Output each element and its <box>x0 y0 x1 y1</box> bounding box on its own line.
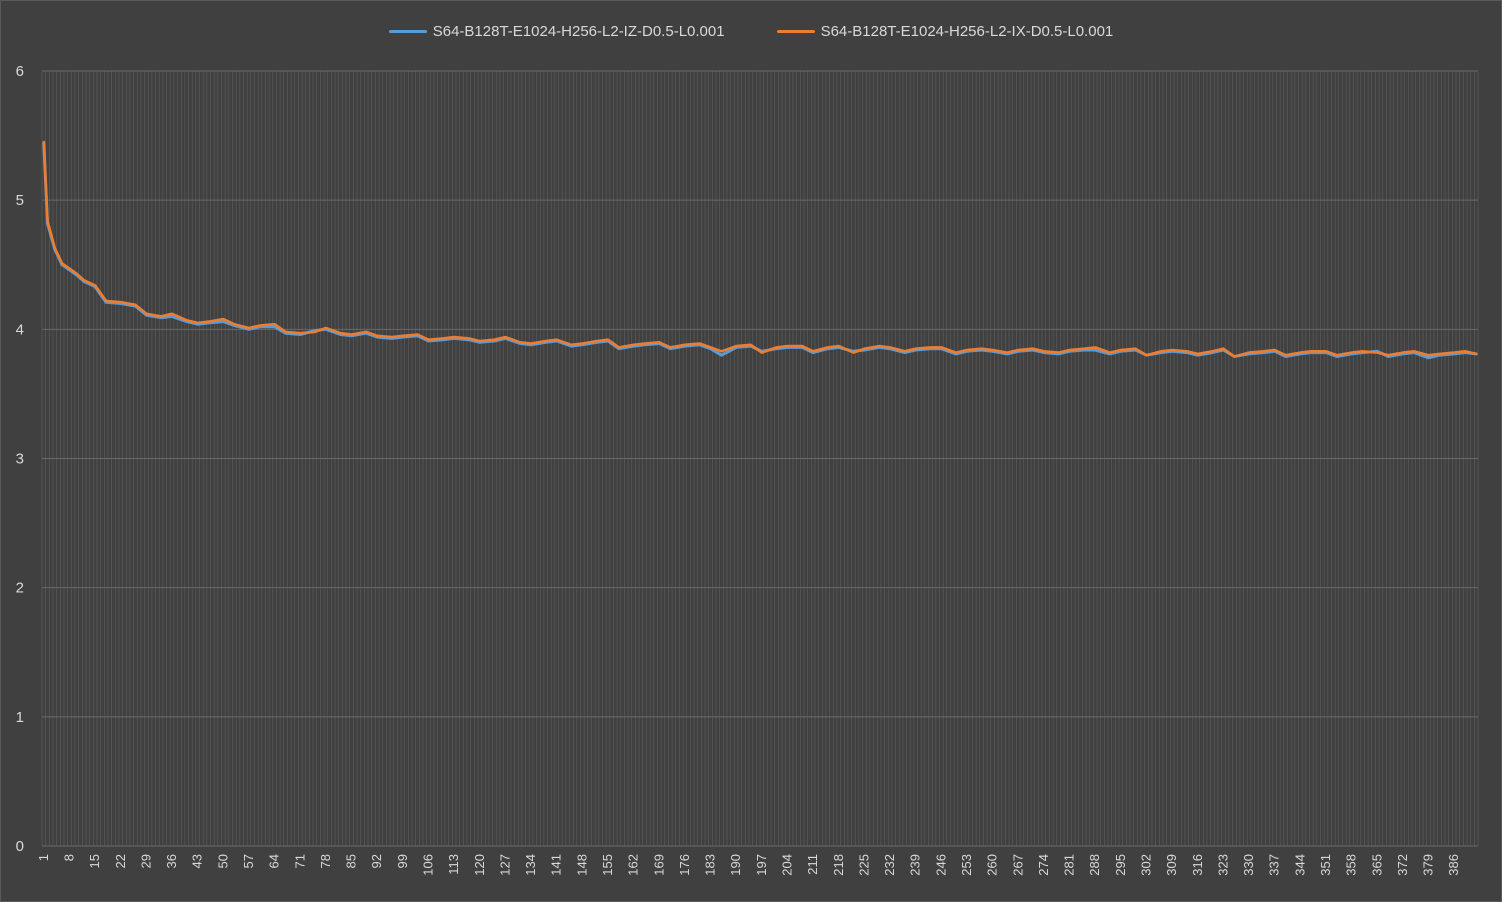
x-tick-label: 365 <box>1369 854 1384 876</box>
x-tick-label: 309 <box>1164 854 1179 876</box>
x-tick-label: 15 <box>87 854 102 868</box>
x-tick-label: 99 <box>395 854 410 868</box>
x-tick-label: 197 <box>754 854 769 876</box>
x-tick-label: 372 <box>1395 854 1410 876</box>
x-tick-label: 218 <box>831 854 846 876</box>
legend-entry-ix: S64-B128T-E1024-H256-L2-IX-D0.5-L0.001 <box>776 20 1114 42</box>
x-tick-label: 281 <box>1062 854 1077 876</box>
x-tick-label: 239 <box>908 854 923 876</box>
x-tick-label: 316 <box>1190 854 1205 876</box>
x-tick-label: 190 <box>728 854 743 876</box>
legend-entry-iz: S64-B128T-E1024-H256-L2-IZ-D0.5-L0.001 <box>388 20 725 42</box>
x-tick-label: 36 <box>164 854 179 868</box>
x-tick-label: 386 <box>1446 854 1461 876</box>
x-tick-label: 78 <box>318 854 333 868</box>
y-tick-label: 6 <box>16 63 24 80</box>
y-tick-label: 3 <box>16 451 24 468</box>
x-tick-label: 169 <box>651 854 666 876</box>
x-tick-label: 113 <box>446 854 461 875</box>
series-lines <box>42 140 1478 360</box>
x-tick-label: 176 <box>677 854 692 876</box>
x-tick-label: 120 <box>472 854 487 876</box>
y-tick-label: 5 <box>16 192 24 209</box>
x-tick-label: 302 <box>1138 854 1153 876</box>
chart-legend: S64-B128T-E1024-H256-L2-IZ-D0.5-L0.001 S… <box>0 20 1502 42</box>
x-tick-label: 57 <box>241 854 256 868</box>
x-tick-label: 204 <box>779 854 794 876</box>
x-tick-label: 323 <box>1215 854 1230 876</box>
legend-swatch-iz <box>388 29 427 33</box>
x-tick-label: 8 <box>61 854 76 861</box>
x-tick-label: 71 <box>292 854 307 868</box>
x-tick-label: 253 <box>959 854 974 876</box>
x-tick-label: 64 <box>267 854 282 868</box>
legend-label-iz: S64-B128T-E1024-H256-L2-IZ-D0.5-L0.001 <box>432 22 725 40</box>
x-tick-label: 379 <box>1421 854 1436 876</box>
y-tick-label: 4 <box>16 321 24 338</box>
x-tick-label: 92 <box>369 854 384 868</box>
grid <box>41 70 1479 847</box>
x-tick-label: 260 <box>985 854 1000 876</box>
series-line-ix <box>42 140 1478 358</box>
legend-label-ix: S64-B128T-E1024-H256-L2-IX-D0.5-L0.001 <box>820 22 1114 40</box>
x-tick-label: 141 <box>549 854 564 876</box>
x-tick-label: 267 <box>1010 854 1025 876</box>
x-tick-label: 344 <box>1292 854 1307 876</box>
x-tick-label: 288 <box>1087 854 1102 876</box>
x-tick-label: 225 <box>856 854 871 876</box>
y-axis: 0 1 2 3 4 5 6 <box>16 63 24 855</box>
x-tick-label: 246 <box>933 854 948 876</box>
x-tick-label: 211 <box>805 854 820 875</box>
x-tick-label: 183 <box>703 854 718 876</box>
x-tick-label: 50 <box>215 854 230 868</box>
y-tick-label: 1 <box>16 709 24 726</box>
x-tick-label: 330 <box>1241 854 1256 876</box>
legend-swatch-ix <box>776 29 815 33</box>
x-tick-label: 274 <box>1036 854 1051 876</box>
x-tick-label: 106 <box>420 854 435 876</box>
x-tick-label: 351 <box>1318 854 1333 876</box>
x-tick-label: 162 <box>626 854 641 876</box>
y-tick-label: 2 <box>16 580 24 597</box>
x-tick-label: 337 <box>1267 854 1282 876</box>
x-tick-label: 232 <box>882 854 897 876</box>
x-tick-label: 29 <box>138 854 153 868</box>
x-tick-label: 22 <box>113 854 128 868</box>
x-tick-label: 295 <box>1113 854 1128 876</box>
x-tick-label: 43 <box>190 854 205 868</box>
x-tick-label: 85 <box>344 854 359 868</box>
y-tick-label: 0 <box>16 838 24 855</box>
x-tick-label: 148 <box>574 854 589 876</box>
x-tick-label: 1 <box>36 854 51 861</box>
x-tick-label: 358 <box>1344 854 1359 876</box>
x-tick-label: 127 <box>497 854 512 876</box>
x-tick-label: 155 <box>600 854 615 876</box>
x-tick-label: 134 <box>523 854 538 876</box>
x-axis: 1 8 15 22 29 36 43 50 57 64 71 78 85 92 99 106 113 120 127… <box>36 854 1461 876</box>
